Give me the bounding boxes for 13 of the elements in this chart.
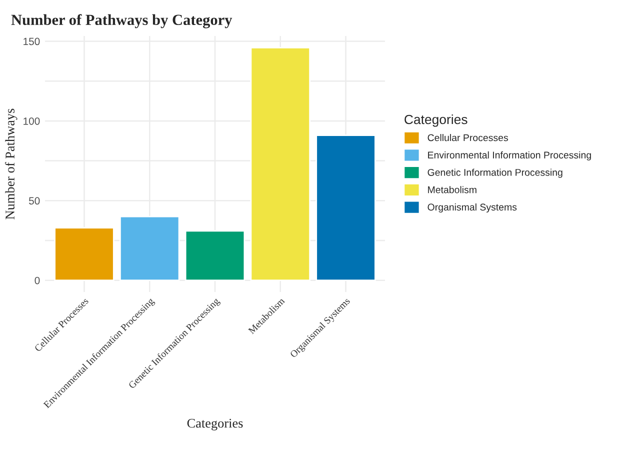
legend-label: Environmental Information Processing bbox=[428, 151, 591, 160]
legend-title: Categories bbox=[404, 114, 468, 127]
x-axis-title: Categories bbox=[187, 418, 243, 430]
y-tick-label: 0 bbox=[34, 276, 40, 284]
y-tick-label: 100 bbox=[24, 117, 40, 125]
y-axis-title: Number of Pathways bbox=[5, 108, 18, 220]
y-tick-label: 50 bbox=[28, 197, 40, 205]
y-tick-label: 150 bbox=[24, 38, 40, 46]
legend-label: Metabolism bbox=[428, 186, 476, 194]
legend-label: Genetic Information Processing bbox=[428, 168, 562, 178]
legend-label: Organismal Systems bbox=[428, 203, 517, 212]
legend-label: Cellular Processes bbox=[428, 134, 508, 142]
chart-title: Number of Pathways by Category bbox=[11, 14, 232, 28]
